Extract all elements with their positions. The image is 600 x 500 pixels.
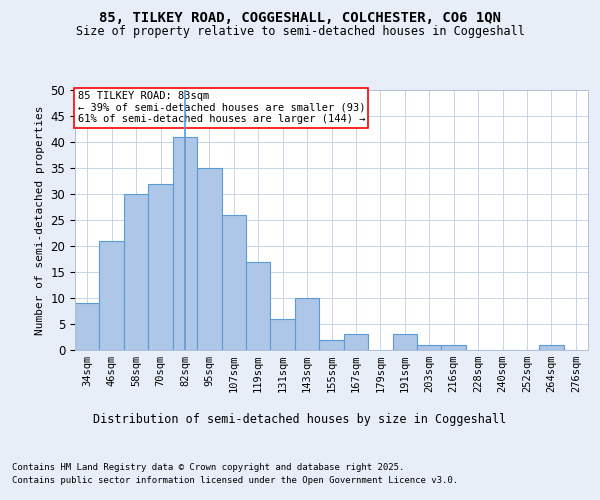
Bar (295, 298, 319, 350)
Text: Distribution of semi-detached houses by size in Coggeshall: Distribution of semi-detached houses by … (94, 412, 506, 426)
Bar (75, 303, 100, 350)
Bar (148, 184, 173, 350)
Bar (442, 345, 466, 350)
Text: 85, TILKEY ROAD, COGGESHALL, COLCHESTER, CO6 1QN: 85, TILKEY ROAD, COGGESHALL, COLCHESTER,… (99, 11, 501, 25)
Text: 85 TILKEY ROAD: 83sqm
← 39% of semi-detached houses are smaller (93)
61% of semi: 85 TILKEY ROAD: 83sqm ← 39% of semi-deta… (77, 92, 365, 124)
Bar (221, 215, 246, 350)
Bar (319, 340, 344, 350)
Text: Size of property relative to semi-detached houses in Coggeshall: Size of property relative to semi-detach… (76, 25, 524, 38)
Bar (246, 262, 271, 350)
Text: Contains public sector information licensed under the Open Government Licence v3: Contains public sector information licen… (12, 476, 458, 485)
Bar (173, 137, 197, 350)
Bar (197, 168, 221, 350)
Bar (344, 334, 368, 350)
Bar (100, 241, 124, 350)
Bar (539, 345, 563, 350)
Bar (392, 334, 417, 350)
Bar (124, 194, 148, 350)
Bar (417, 345, 442, 350)
Y-axis label: Number of semi-detached properties: Number of semi-detached properties (35, 106, 45, 335)
Bar (271, 319, 295, 350)
Text: Contains HM Land Registry data © Crown copyright and database right 2025.: Contains HM Land Registry data © Crown c… (12, 462, 404, 471)
